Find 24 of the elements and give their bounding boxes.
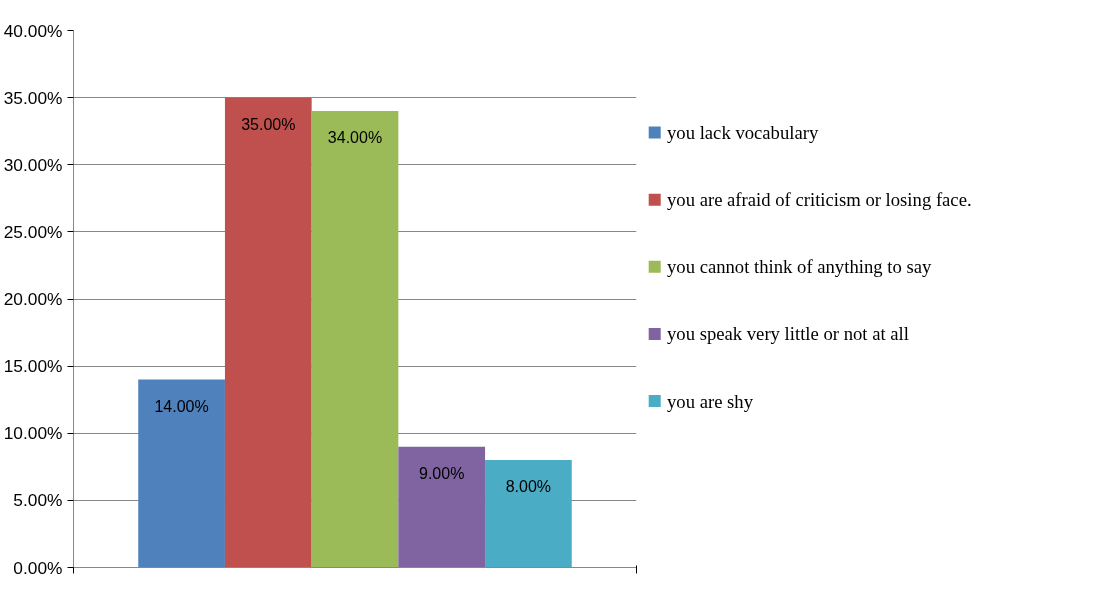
y-tick-label: 30.00% — [3, 154, 63, 175]
y-tick-label: 15.00% — [3, 356, 63, 377]
y-tick-label: 20.00% — [3, 289, 63, 309]
y-tick-label: 5.00% — [13, 490, 63, 511]
legend-label: you lack vocabulary — [667, 122, 819, 144]
bar — [224, 97, 312, 568]
bar — [311, 111, 399, 568]
legend-label: you cannot think of anything to say — [667, 256, 932, 278]
data-label: 8.00% — [505, 478, 552, 496]
data-label: 35.00% — [241, 115, 296, 133]
y-tick-label: 25.00% — [3, 221, 63, 242]
data-label: 14.00% — [154, 397, 209, 415]
bar — [485, 460, 572, 568]
bar — [138, 379, 225, 568]
y-tick-label: 10.00% — [3, 423, 63, 444]
data-label: 9.00% — [419, 464, 465, 482]
legend-label: you are afraid of criticism or losing face. — [667, 189, 972, 211]
legend-label: you are shy — [667, 390, 754, 412]
y-tick-label: 0.00% — [13, 557, 63, 578]
data-label: 34.00% — [327, 129, 383, 147]
legend-label: you speak very little or not at all — [667, 323, 909, 345]
bar — [398, 446, 486, 568]
y-tick-label: 35.00% — [3, 87, 63, 108]
y-tick-label: 40.00% — [3, 20, 63, 41]
